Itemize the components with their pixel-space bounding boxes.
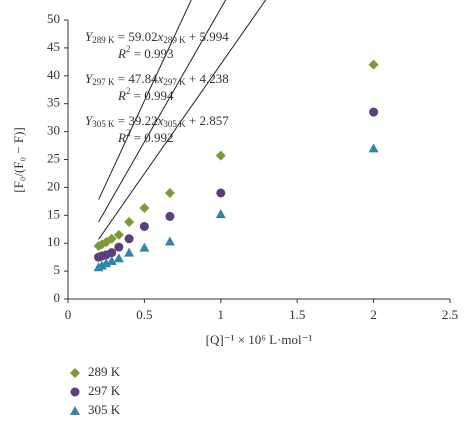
fit-r2: R2 = 0.992 [117,128,174,145]
triangle-marker [368,143,379,153]
equation-part: = [130,130,144,145]
triangle-marker [139,242,150,252]
fit-line [98,0,192,200]
equation-part: 0.993 [144,46,173,61]
triangle-marker [215,209,226,219]
circle-marker [124,234,134,244]
equation-part: x [157,113,164,128]
circle-marker [139,221,149,231]
equation-part: 2.857 [199,113,229,128]
equation-part: + [186,29,200,44]
fit-equation: Y305 K = 39.22x305 K + 2.857 [85,113,229,129]
diamond-marker [124,216,135,227]
triangle-marker [70,406,80,415]
equation-part: 289 K [163,35,186,45]
equation-part: Y [85,71,94,86]
fit-equation: Y297 K = 47.84x297 K + 4.238 [85,71,229,87]
equation-part: 39.22 [128,113,157,128]
triangle-marker [113,253,124,263]
equation-part: x [157,71,164,86]
legend: 289 K 297 K 305 K [70,364,121,417]
y-tick-label: 25 [47,150,60,165]
diamond-marker [106,233,117,244]
legend-label: 305 K [88,402,121,417]
diamond-marker [164,187,175,198]
triangle-marker [124,247,135,257]
y-axis-label: [F₀/(F₀ − F)] [11,127,26,193]
equation-part: + [186,113,200,128]
diamond-marker [70,368,80,378]
fit-line [98,0,227,223]
equation-part: 47.84 [128,71,158,86]
equation-part: x [157,29,164,44]
circle-marker [107,248,117,258]
circle-marker [114,242,124,252]
x-tick-label: 0 [65,307,72,322]
equation-part: = [130,88,144,103]
equation-part: = [114,29,128,44]
equation-part: 2 [126,44,131,54]
equation-part: Y [85,29,94,44]
x-tick-label: 0.5 [136,307,152,322]
equation-part: Y [85,113,94,128]
legend-label: 289 K [88,364,121,379]
diamond-marker [215,150,226,161]
y-tick-label: 40 [47,67,60,82]
circle-marker [369,107,379,117]
equation-part: 297 K [163,77,186,87]
equation-part: = [114,113,128,128]
circle-marker [70,387,80,397]
equation-part: = [114,71,128,86]
y-tick-label: 15 [47,206,60,221]
equation-part: R [117,130,126,145]
fit-r2: R2 = 0.993 [117,44,174,61]
y-tick-label: 20 [47,178,60,193]
equation-part: 5.994 [199,29,229,44]
equation-part: 305 K [92,119,115,129]
equation-part: 2 [126,128,131,138]
y-tick-label: 0 [54,290,61,305]
fit-r2: R2 = 0.994 [117,86,174,103]
x-tick-label: 1 [218,307,225,322]
y-tick-label: 50 [47,11,60,26]
equation-part: = [130,46,144,61]
equation-part: 59.02 [128,29,157,44]
equation-part: 0.992 [144,130,173,145]
equation-part: + [186,71,200,86]
legend-label: 297 K [88,383,121,398]
equation-part: 289 K [92,35,115,45]
equation-part: 297 K [92,77,115,87]
diamond-marker [368,59,379,70]
x-tick-label: 2 [370,307,377,322]
equation-part: R [117,46,126,61]
equation-part: R [117,88,126,103]
circle-marker [165,211,175,221]
y-tick-label: 10 [47,234,60,249]
equation-part: 305 K [163,119,186,129]
y-tick-label: 35 [47,95,60,110]
fit-equation: Y289 K = 59.02x289 K + 5.994 [85,29,229,45]
x-tick-label: 1.5 [289,307,305,322]
diamond-marker [113,229,124,240]
x-axis-label: [Q]⁻¹ × 10⁶ L·mol⁻¹ [206,332,313,347]
triangle-marker [106,256,117,266]
equation-part: 0.994 [144,88,174,103]
y-tick-label: 45 [47,39,60,54]
diamond-marker [139,203,150,214]
y-tick-label: 30 [47,123,60,138]
circle-marker [216,188,226,198]
x-tick-label: 2.5 [442,307,458,322]
equation-part: 2 [126,86,131,96]
fit-line [98,0,267,240]
y-tick-label: 5 [54,262,61,277]
triangle-marker [164,236,175,246]
equation-part: 4.238 [199,71,228,86]
